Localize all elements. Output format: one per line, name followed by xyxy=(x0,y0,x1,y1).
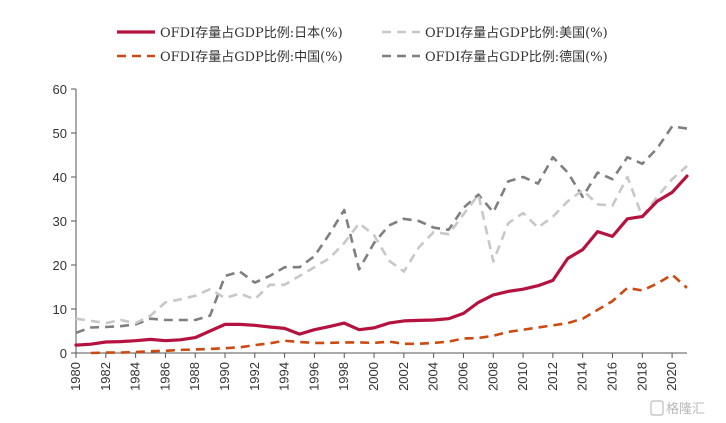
y-tick-label: 30 xyxy=(53,214,67,229)
x-tick-label: 1994 xyxy=(277,362,292,391)
watermark-text: 格隆汇 xyxy=(666,401,705,417)
x-tick-label: 1988 xyxy=(187,362,202,391)
legend-label: OFDI存量占GDP比例:美国(%) xyxy=(425,26,608,41)
watermark-logo-icon xyxy=(650,400,664,416)
legend-label: OFDI存量占GDP比例:中国(%) xyxy=(160,50,343,65)
series-line-3 xyxy=(75,125,688,335)
legend-label: OFDI存量占GDP比例:日本(%) xyxy=(160,26,343,41)
x-tick-label: 2000 xyxy=(366,362,381,391)
x-tick-label: 2020 xyxy=(664,362,679,391)
x-tick-label: 1990 xyxy=(217,362,232,391)
y-tick-label: 60 xyxy=(53,82,67,97)
x-axis: 1980 1982 1984 1986 1988 1990 1992 1994 1996 1998… xyxy=(68,352,687,391)
x-tick-label: 2010 xyxy=(515,362,530,391)
series-line-2 xyxy=(90,273,688,355)
plot-area xyxy=(74,125,689,355)
legend: OFDI存量占GDP比例:日本(%) OFDI存量占GDP比例:美国(%) OFDI… xyxy=(117,26,608,65)
y-tick-label: 20 xyxy=(53,258,67,273)
x-tick-label: 2002 xyxy=(396,362,411,391)
x-tick-label: 2006 xyxy=(455,362,470,391)
x-tick-label: 2008 xyxy=(485,362,500,391)
x-tick-label: 1986 xyxy=(157,362,172,391)
x-tick-label: 1984 xyxy=(128,362,143,391)
x-tick-label: 1982 xyxy=(98,362,113,391)
x-tick-label: 2016 xyxy=(604,362,619,391)
x-tick-label: 2012 xyxy=(545,362,560,391)
y-tick-label: 10 xyxy=(53,302,67,317)
series-line-1 xyxy=(75,165,688,325)
series-line-0 xyxy=(74,174,689,347)
x-tick-label: 2018 xyxy=(634,362,649,391)
y-tick-label: 50 xyxy=(53,126,67,141)
legend-label: OFDI存量占GDP比例:德国(%) xyxy=(425,50,608,65)
x-tick-label: 2014 xyxy=(575,362,590,391)
x-tick-label: 2004 xyxy=(426,362,441,391)
y-axis: 0 10 20 30 40 50 60 xyxy=(53,82,77,361)
x-tick-label: 1996 xyxy=(306,362,321,391)
watermark: 格隆汇 xyxy=(650,400,705,417)
y-tick-label: 0 xyxy=(60,346,67,361)
x-tick-label: 1980 xyxy=(68,362,83,391)
x-tick-label: 1998 xyxy=(336,362,351,391)
y-tick-label: 40 xyxy=(53,170,67,185)
x-tick-label: 1992 xyxy=(247,362,262,391)
